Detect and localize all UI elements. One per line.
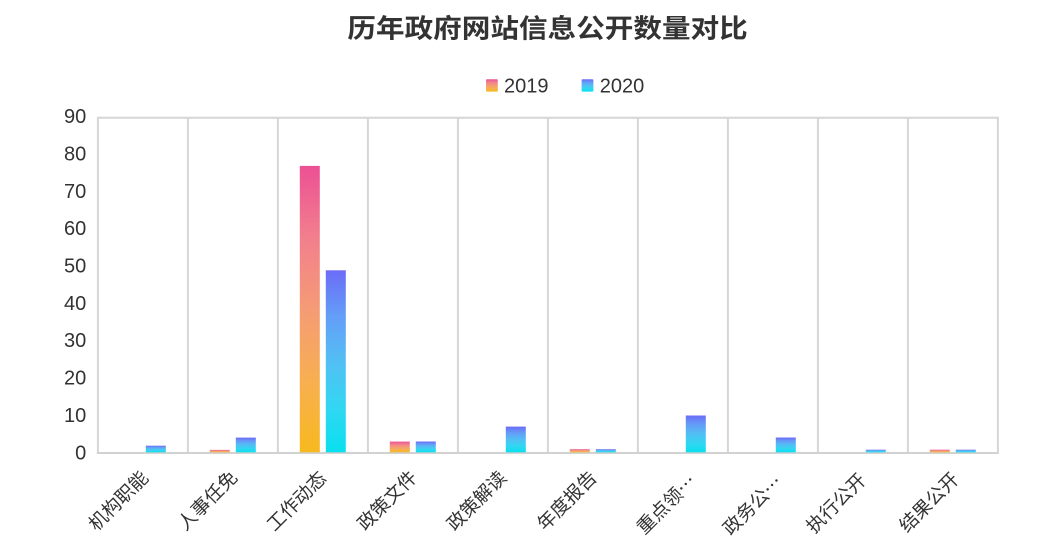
svg-text:2020: 2020	[600, 75, 645, 97]
svg-text:2019: 2019	[504, 75, 549, 97]
svg-text:30: 30	[64, 330, 86, 352]
svg-text:50: 50	[64, 255, 86, 277]
svg-text:70: 70	[64, 181, 86, 203]
svg-text:80: 80	[64, 143, 86, 165]
svg-text:90: 90	[64, 106, 86, 128]
svg-text:0: 0	[75, 442, 86, 464]
svg-text:10: 10	[64, 405, 86, 427]
svg-text:40: 40	[64, 293, 86, 315]
svg-text:20: 20	[64, 368, 86, 390]
svg-text:60: 60	[64, 218, 86, 240]
